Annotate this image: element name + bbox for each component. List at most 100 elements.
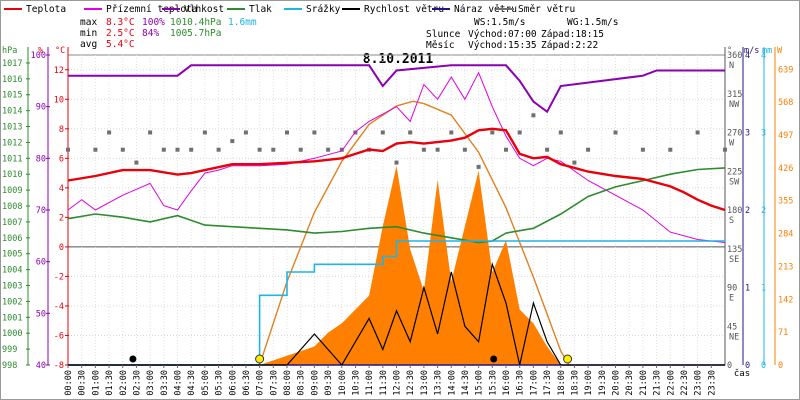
ms-tick-label: 4 bbox=[745, 51, 750, 61]
x-tick-label: 22:00 bbox=[666, 370, 676, 396]
x-tick-label: 21:30 bbox=[653, 370, 663, 396]
mm-tick-label: 1 bbox=[761, 284, 766, 294]
series-pressure bbox=[67, 167, 726, 244]
x-tick-label: 13:30 bbox=[434, 370, 444, 396]
x-tick-label: 12:30 bbox=[406, 370, 416, 396]
legend-label-vlhkost: Vlhkost bbox=[184, 4, 224, 15]
x-tick-label: 15:00 bbox=[475, 370, 485, 396]
info-moonrise: Východ:15:35 bbox=[468, 40, 537, 51]
wind-direction-point bbox=[586, 147, 591, 152]
percent-tick-label: 70 bbox=[36, 206, 46, 216]
wm2-tick-label: 0 bbox=[778, 361, 783, 371]
x-tick-label: 06:00 bbox=[228, 370, 238, 396]
wind-direction-point bbox=[175, 147, 180, 152]
axis-label-percent: % bbox=[38, 46, 43, 56]
wm2-tick-label: 497 bbox=[778, 131, 793, 141]
x-tick-label: 18:30 bbox=[570, 370, 580, 396]
degrees-tick-label: 180 bbox=[727, 206, 742, 216]
x-tick-label: 23:30 bbox=[707, 370, 717, 396]
hpa-tick-label: 1009 bbox=[2, 186, 22, 196]
wind-direction-point bbox=[572, 160, 577, 165]
wm2-tick-label: 71 bbox=[778, 328, 788, 338]
wind-direction-point bbox=[640, 147, 645, 152]
series-sun-path bbox=[258, 100, 570, 366]
x-tick-label: 05:30 bbox=[215, 370, 225, 396]
wind-direction-point bbox=[695, 130, 700, 135]
wind-direction-point bbox=[93, 147, 98, 152]
x-tick-label: 11:00 bbox=[365, 370, 375, 396]
celsius-tick-label: 8 bbox=[59, 125, 64, 135]
x-tick-label: 03:30 bbox=[160, 370, 170, 396]
ms-tick-label: 3 bbox=[745, 129, 750, 139]
degrees-tick-label: 225 bbox=[727, 167, 742, 177]
stats-label-avg: avg bbox=[80, 39, 97, 50]
wind-direction-point bbox=[326, 147, 331, 152]
hpa-tick-label: 999 bbox=[2, 345, 17, 355]
hpa-tick-label: 1010 bbox=[2, 170, 22, 180]
axis-label-celsius: °C bbox=[55, 46, 65, 56]
series-solar-radiation-area bbox=[68, 166, 725, 365]
x-tick-label: 14:00 bbox=[447, 370, 457, 396]
x-axis-label: čas bbox=[734, 368, 750, 379]
wind-direction-point bbox=[435, 147, 440, 152]
axis-label-degrees: ° bbox=[727, 46, 732, 56]
percent-tick-label: 60 bbox=[36, 258, 46, 268]
x-tick-label: 18:00 bbox=[557, 370, 567, 396]
wind-direction-point bbox=[66, 147, 70, 152]
hpa-tick-label: 1002 bbox=[2, 297, 22, 307]
moonrise-marker bbox=[490, 355, 498, 363]
x-tick-label: 01:30 bbox=[105, 370, 115, 396]
x-tick-label: 05:00 bbox=[201, 370, 211, 396]
x-axis: 00:00 00:30 01:00 01:30 02:00 02:30 03:00 03:30… bbox=[64, 365, 750, 396]
hpa-tick-label: 1007 bbox=[2, 218, 22, 228]
wind-direction-point bbox=[134, 160, 139, 165]
wind-direction-point bbox=[531, 113, 536, 118]
wind-direction-point bbox=[517, 130, 522, 135]
x-tick-label: 23:00 bbox=[694, 370, 704, 396]
wind-direction-point bbox=[421, 147, 426, 152]
wind-direction-point bbox=[271, 147, 276, 152]
x-tick-label: 02:30 bbox=[132, 370, 142, 396]
hpa-tick-label: 1008 bbox=[2, 202, 22, 212]
moonset-marker bbox=[129, 355, 137, 363]
percent-tick-label: 100 bbox=[31, 51, 46, 61]
percent-tick-label: 80 bbox=[36, 154, 46, 164]
wind-direction-point bbox=[243, 130, 248, 135]
x-tick-label: 20:30 bbox=[625, 370, 635, 396]
mm-tick-label: 2 bbox=[761, 206, 766, 216]
x-tick-label: 22:30 bbox=[680, 370, 690, 396]
wind-direction-point bbox=[216, 147, 221, 152]
stats-temp-avg: 5.4°C bbox=[106, 39, 135, 50]
x-tick-label: 11:30 bbox=[379, 370, 389, 396]
stats-pressure-max: 1010.4hPa bbox=[170, 17, 221, 28]
hpa-tick-label: 1001 bbox=[2, 313, 22, 323]
degrees-tick-label: 0 bbox=[727, 361, 732, 371]
legend-label-prizemni-teplota: Přízemní teplota bbox=[106, 4, 198, 15]
axis-label-ms: m/s bbox=[744, 46, 759, 56]
wind-direction-point bbox=[120, 147, 125, 152]
degrees-tick-label: 135 bbox=[727, 245, 742, 255]
ms-tick-label: 2 bbox=[745, 206, 750, 216]
hpa-tick-label: 1017 bbox=[2, 59, 22, 69]
hpa-tick-label: 1006 bbox=[2, 234, 22, 244]
stats-pressure-min: 1005.7hPa bbox=[170, 28, 221, 39]
percent-tick-label: 90 bbox=[36, 103, 46, 113]
wind-direction-point bbox=[202, 130, 207, 135]
mm-tick-label: 4 bbox=[761, 51, 766, 61]
axis-label-hpa: hPa bbox=[2, 46, 17, 56]
hpa-tick-label: 1013 bbox=[2, 123, 22, 133]
wind-direction-point bbox=[668, 147, 673, 152]
stats-block: max min avg 8.3°C 2.5°C 5.4°C 100% 84% 1… bbox=[80, 17, 257, 50]
legend-label-srazky: Srážky bbox=[306, 4, 341, 15]
x-tick-label: 10:00 bbox=[338, 370, 348, 396]
x-tick-label: 17:00 bbox=[529, 370, 539, 396]
wind-direction-point bbox=[107, 130, 112, 135]
direction-label: E bbox=[729, 294, 734, 304]
celsius-tick-label: 6 bbox=[59, 154, 64, 164]
x-tick-label: 17:30 bbox=[543, 370, 553, 396]
direction-label: SW bbox=[729, 177, 740, 187]
x-tick-label: 09:30 bbox=[324, 370, 334, 396]
hpa-tick-label: 1003 bbox=[2, 282, 22, 292]
